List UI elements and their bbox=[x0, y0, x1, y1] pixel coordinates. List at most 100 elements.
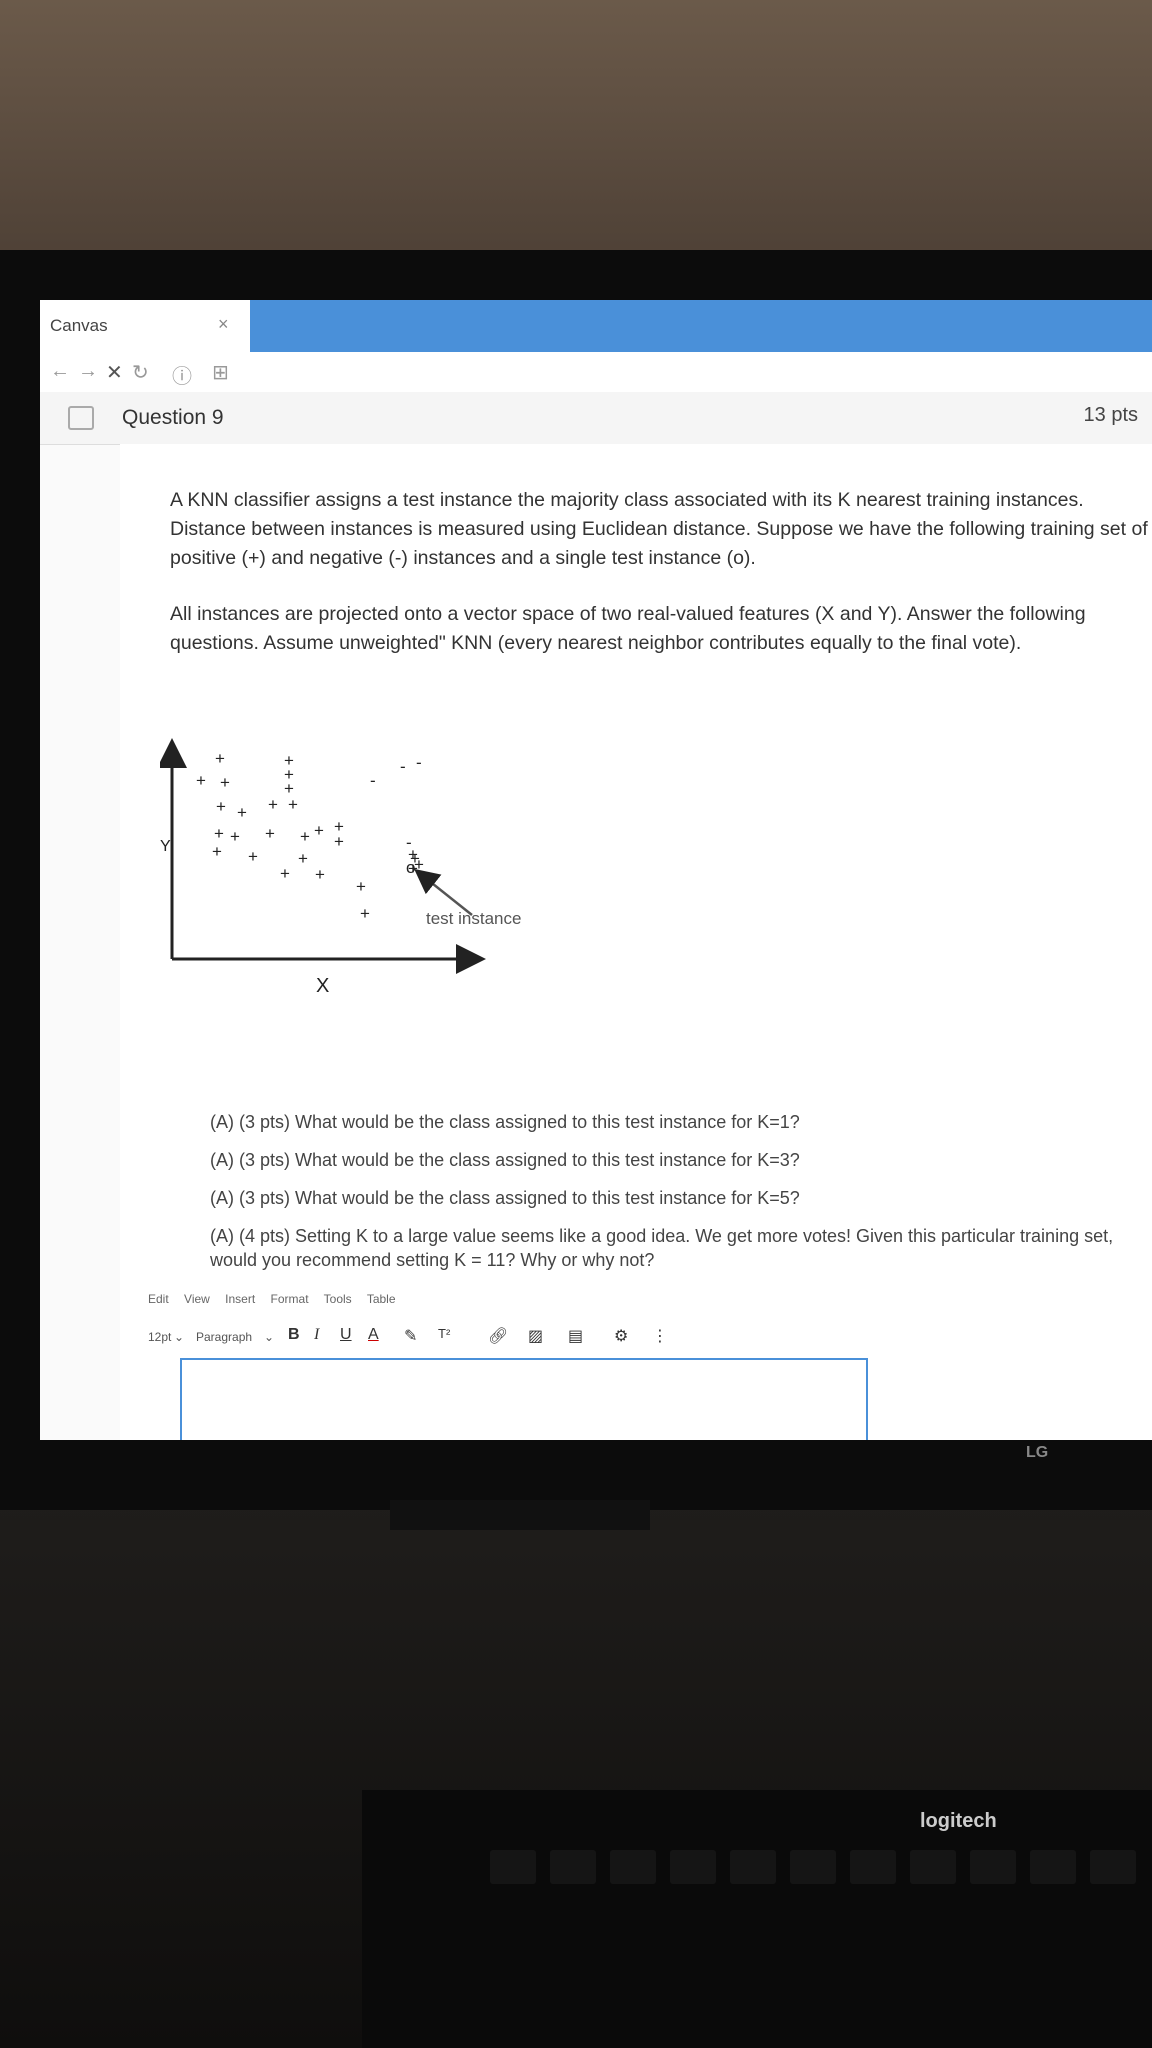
editor-menu-bar: Edit View Insert Format Tools Table bbox=[148, 1292, 408, 1306]
positive-point: + bbox=[196, 771, 206, 790]
positive-point: + bbox=[268, 795, 278, 814]
menu-edit[interactable]: Edit bbox=[148, 1292, 169, 1306]
positive-points: ++ ++ +++++ ++ + + + + ++ ++++ +++++++ bbox=[196, 749, 424, 923]
bold-icon[interactable]: B bbox=[288, 1326, 300, 1343]
block-format-select[interactable]: Paragraph bbox=[196, 1330, 253, 1344]
keyboard-key bbox=[1030, 1850, 1076, 1884]
positive-point: + bbox=[265, 824, 275, 843]
positive-point: + bbox=[288, 795, 298, 814]
positive-point: + bbox=[334, 817, 344, 836]
keyboard-brand-logo: logitech bbox=[920, 1810, 997, 1832]
keyboard-key bbox=[670, 1850, 716, 1884]
back-icon[interactable]: ← bbox=[50, 360, 70, 382]
italic-icon[interactable]: I bbox=[314, 1326, 320, 1343]
info-icon[interactable]: ⓘ bbox=[172, 366, 192, 388]
document-icon[interactable]: ⊞ bbox=[212, 362, 229, 384]
menu-table[interactable]: Table bbox=[366, 1292, 396, 1306]
forward-icon[interactable]: → bbox=[78, 360, 98, 382]
monitor-screen: Canvas × ← → ✕ ↻ ⓘ ⊞ Question 9 13 pts A… bbox=[40, 300, 1152, 1440]
menu-tools[interactable]: Tools bbox=[323, 1292, 352, 1306]
question-paragraph-1: A KNN classifier assigns a test instance… bbox=[170, 489, 1148, 569]
more-icon[interactable]: ⋮ bbox=[652, 1328, 668, 1345]
keyboard-key bbox=[610, 1850, 656, 1884]
y-axis-label: Y bbox=[160, 838, 171, 855]
knn-scatter-figure: Y X ++ ++ +++++ ++ + + + + ++ ++++ +++++++ -- -- o … bbox=[160, 738, 521, 997]
apps-plug-icon[interactable]: ⚙ bbox=[614, 1328, 629, 1345]
subquestion-k1: (A) (3 pts) What would be the class assi… bbox=[210, 1112, 800, 1132]
positive-point: + bbox=[314, 821, 324, 840]
positive-point: + bbox=[315, 865, 325, 884]
question-header: Question 9 13 pts bbox=[40, 392, 1152, 445]
subquestion-k3: (A) (3 pts) What would be the class assi… bbox=[210, 1150, 800, 1170]
editor-toolbar: 12pt ⌄ Paragraph ⌄ B I U A ✎ T² 🔗︎ ▨ ▤ ⚙… bbox=[148, 1326, 668, 1345]
keyboard-key bbox=[730, 1850, 776, 1884]
positive-point: + bbox=[215, 749, 225, 768]
browser-tab[interactable]: Canvas × bbox=[40, 300, 251, 352]
underline-icon[interactable]: U bbox=[340, 1326, 352, 1343]
menu-insert[interactable]: Insert bbox=[225, 1292, 256, 1306]
positive-point: + bbox=[220, 773, 230, 792]
positive-point: + bbox=[284, 751, 294, 770]
tab-bar-fill bbox=[250, 300, 1152, 352]
positive-point: + bbox=[230, 827, 240, 846]
stop-icon[interactable]: ✕ bbox=[106, 362, 123, 384]
image-icon[interactable]: ▨ bbox=[528, 1328, 544, 1345]
keyboard-key bbox=[970, 1850, 1016, 1884]
question-points: 13 pts bbox=[1083, 404, 1138, 426]
font-size-select[interactable]: 12pt bbox=[148, 1330, 172, 1344]
negative-point: - bbox=[416, 753, 422, 772]
test-instance-point: o bbox=[406, 858, 415, 877]
positive-point: + bbox=[408, 859, 418, 878]
test-instance-arrow bbox=[414, 868, 473, 916]
keyboard-key bbox=[550, 1850, 596, 1884]
tab-close-icon[interactable]: × bbox=[218, 314, 229, 334]
browser-nav-bar: ← → ✕ ↻ ⓘ ⊞ bbox=[40, 352, 1152, 393]
x-axis-label: X bbox=[316, 975, 329, 997]
keyboard-key bbox=[490, 1850, 536, 1884]
positive-point: + bbox=[284, 765, 294, 784]
positive-point: + bbox=[214, 824, 224, 843]
negative-point: - bbox=[406, 833, 412, 852]
positive-point: + bbox=[280, 864, 290, 883]
positive-point: + bbox=[216, 797, 226, 816]
positive-point: + bbox=[408, 845, 418, 864]
keyboard-key bbox=[850, 1850, 896, 1884]
positive-point: + bbox=[237, 803, 247, 822]
browser-tab-bar: Canvas × bbox=[40, 300, 1152, 352]
test-instance-label: test instance bbox=[426, 909, 521, 928]
negative-points: -- -- bbox=[370, 753, 422, 852]
subquestion-k11: (A) (4 pts) Setting K to a large value s… bbox=[210, 1226, 1114, 1270]
negative-point: - bbox=[400, 757, 406, 776]
positive-point: + bbox=[360, 904, 370, 923]
link-icon[interactable]: 🔗︎ bbox=[488, 1328, 509, 1345]
positive-point: + bbox=[248, 847, 258, 866]
positive-point: + bbox=[414, 855, 424, 874]
superscript-icon[interactable]: T² bbox=[438, 1326, 451, 1341]
keyboard-key bbox=[1090, 1850, 1136, 1884]
positive-point: + bbox=[284, 779, 294, 798]
subquestion-k5: (A) (3 pts) What would be the class assi… bbox=[210, 1188, 800, 1208]
flag-question-icon[interactable] bbox=[68, 406, 94, 430]
negative-point: - bbox=[370, 771, 376, 790]
positive-point: + bbox=[356, 877, 366, 896]
positive-point: + bbox=[334, 832, 344, 851]
monitor-brand-logo: LG bbox=[1026, 1444, 1049, 1461]
menu-format[interactable]: Format bbox=[270, 1292, 309, 1306]
positive-point: + bbox=[212, 842, 222, 861]
positive-point: + bbox=[410, 849, 420, 868]
question-title: Question 9 bbox=[122, 406, 224, 429]
monitor-stand bbox=[390, 1500, 650, 1530]
text-color-icon[interactable]: A bbox=[368, 1326, 379, 1343]
question-paragraph-2: All instances are projected onto a vecto… bbox=[170, 603, 1086, 654]
answer-textbox[interactable] bbox=[180, 1358, 868, 1440]
document-embed-icon[interactable]: ▤ bbox=[568, 1328, 584, 1345]
keyboard bbox=[362, 1790, 1152, 2048]
keyboard-key bbox=[790, 1850, 836, 1884]
tab-title: Canvas bbox=[50, 316, 108, 335]
question-body: A KNN classifier assigns a test instance… bbox=[120, 444, 1152, 1440]
highlight-icon[interactable]: ✎ bbox=[404, 1328, 418, 1345]
refresh-icon[interactable]: ↻ bbox=[132, 362, 149, 384]
keyboard-key bbox=[910, 1850, 956, 1884]
positive-point: + bbox=[300, 827, 310, 846]
menu-view[interactable]: View bbox=[184, 1292, 210, 1306]
